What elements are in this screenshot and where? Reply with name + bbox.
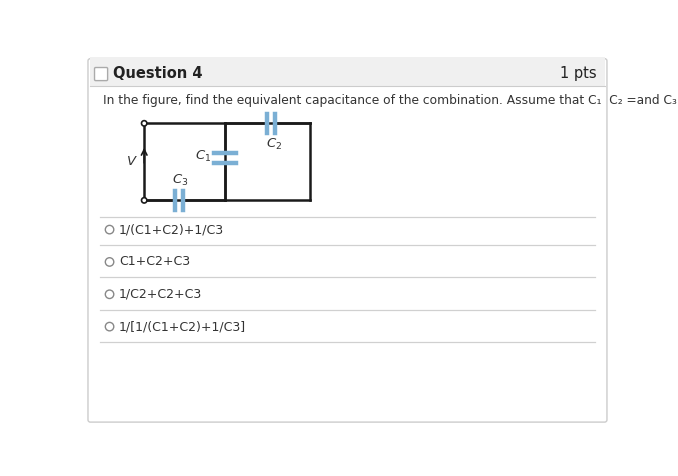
- Circle shape: [142, 198, 147, 203]
- Circle shape: [142, 120, 147, 126]
- Text: 1 pts: 1 pts: [560, 66, 597, 81]
- Circle shape: [105, 225, 114, 234]
- Circle shape: [105, 322, 114, 331]
- Text: 1/C2+C2+C3: 1/C2+C2+C3: [119, 288, 202, 301]
- Text: 1/(C1+C2)+1/C3: 1/(C1+C2)+1/C3: [119, 223, 224, 236]
- Text: $C_1$: $C_1$: [195, 149, 211, 164]
- FancyBboxPatch shape: [90, 55, 605, 86]
- Circle shape: [105, 290, 114, 298]
- Text: In the figure, find the equivalent capacitance of the combination. Assume that C: In the figure, find the equivalent capac…: [103, 94, 678, 107]
- Text: $C_2$: $C_2$: [266, 137, 283, 151]
- FancyBboxPatch shape: [94, 68, 108, 80]
- Circle shape: [105, 258, 114, 266]
- Text: Question 4: Question 4: [113, 66, 202, 81]
- Text: $C_3$: $C_3$: [172, 173, 188, 188]
- Text: 1/[1/(C1+C2)+1/C3]: 1/[1/(C1+C2)+1/C3]: [119, 320, 246, 333]
- Text: $V$: $V$: [126, 155, 138, 169]
- FancyBboxPatch shape: [88, 59, 607, 422]
- Polygon shape: [90, 55, 605, 86]
- Text: C1+C2+C3: C1+C2+C3: [119, 256, 190, 268]
